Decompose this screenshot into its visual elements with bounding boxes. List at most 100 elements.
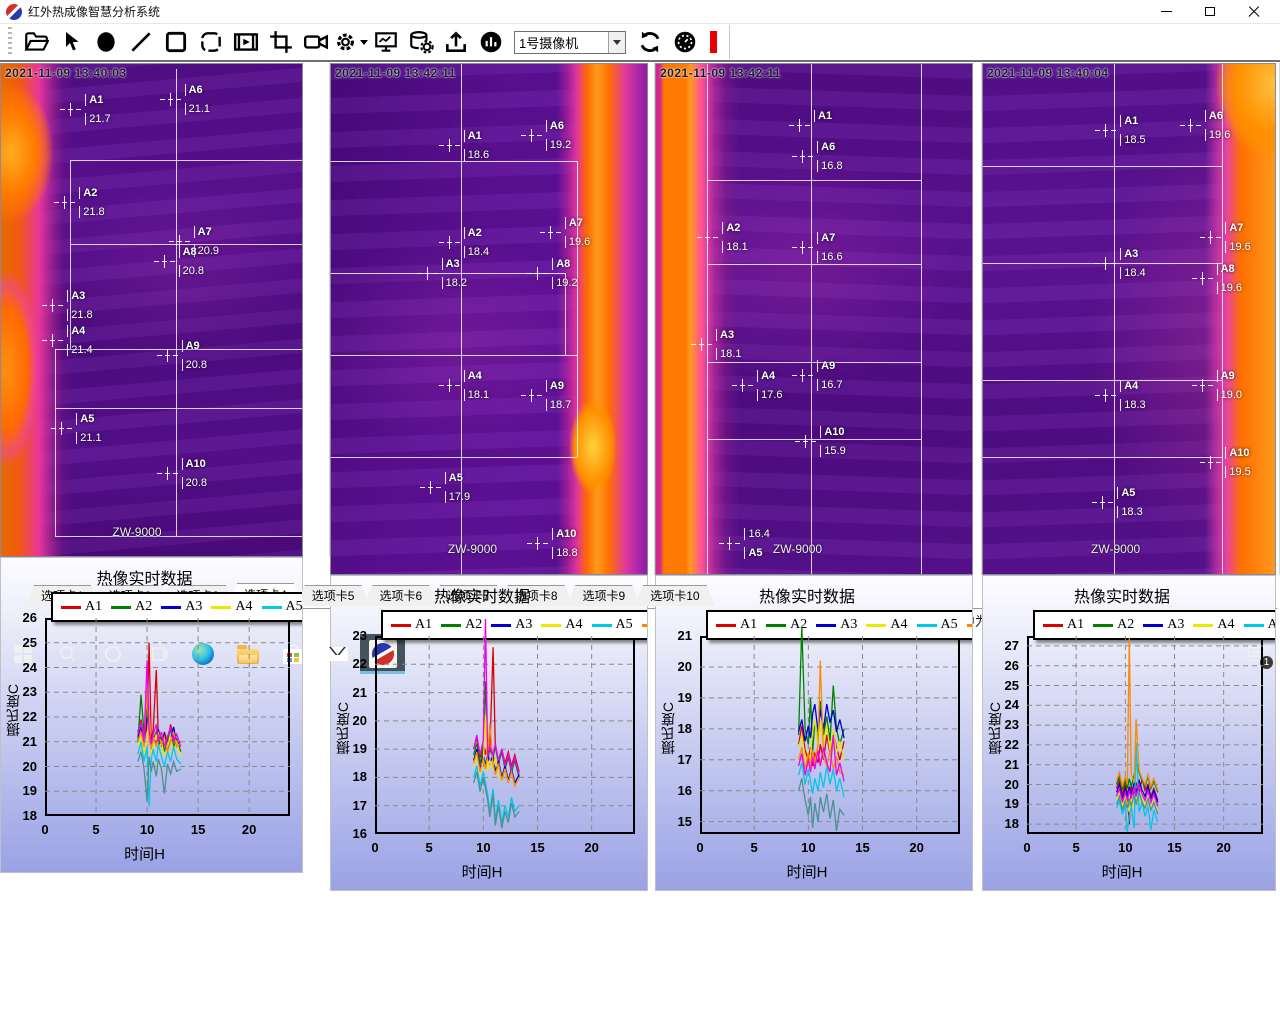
tab-选项卡10[interactable]: 选项卡10 (634, 585, 715, 606)
measure-point-A9[interactable]: A9 19.0 (1191, 370, 1242, 401)
measure-point-A10[interactable]: A10 15.9 (795, 426, 846, 458)
measure-region-line (70, 159, 72, 350)
database-config-button[interactable] (403, 25, 438, 59)
export-upload-button[interactable] (438, 25, 473, 59)
measure-point-A5[interactable]: A5 16.4 (719, 528, 770, 560)
measure-point-value: 16.8 (817, 159, 843, 172)
thermal-view-1[interactable]: 2021-11-09 13:40:03 ZW-9000 A1 21.7 A6 21.1… (0, 63, 303, 557)
legend-entry-A3: A3 (161, 599, 202, 615)
measure-point-A1[interactable]: A1 18.5 (1095, 115, 1146, 146)
camera-select[interactable]: 1号摄像机 (514, 30, 626, 54)
measure-point-A9[interactable]: A9 18.7 (520, 380, 571, 412)
chart-title: 热像实时数据 (1073, 589, 1170, 606)
statistics-ball-button[interactable] (473, 25, 508, 59)
measure-point-A7[interactable]: A7 19.6 (539, 217, 590, 248)
measure-point-A3[interactable]: A3 21.8 (42, 290, 93, 322)
measure-point-A3[interactable]: A3 18.1 (691, 329, 741, 361)
tab-选项卡8[interactable]: 选项卡8 (499, 585, 574, 606)
draw-ellipse-button[interactable] (88, 25, 123, 59)
y-tick: 17 (352, 797, 367, 813)
tab-选项卡9[interactable]: 选项卡9 (567, 585, 642, 606)
measure-point-A4[interactable]: A4 21.4 (42, 324, 93, 356)
measure-point-value: 18.4 (1120, 266, 1146, 279)
timer-button[interactable] (667, 25, 702, 59)
monitor-chart-button[interactable] (368, 25, 403, 59)
measure-point-A5[interactable]: A5 17.9 (419, 472, 470, 503)
tab-选项卡6[interactable]: 选项卡6 (363, 585, 438, 606)
measure-point-A10[interactable]: A10 19.5 (1200, 446, 1251, 478)
measure-point-A3[interactable]: A3 18.2 (416, 257, 467, 289)
crop-button[interactable] (263, 25, 298, 59)
video-play-button[interactable] (228, 25, 263, 59)
thermal-view-2[interactable]: 2021-11-09 13:42:11 ZW-9000 A1 18.6 A6 19.2… (330, 63, 648, 575)
measure-region-line (70, 243, 302, 245)
thermal-view-3[interactable]: 2021-11-09 13:42:11 ZW-9000 A1 A6 16.8 A2 18… (655, 63, 973, 575)
measure-point-A7[interactable]: A7 20.9 (168, 226, 219, 258)
timestamp-overlay: 2021-11-09 13:42:11 (660, 66, 781, 80)
x-tick: 10 (476, 840, 491, 855)
camera-select-dropdown[interactable] (608, 31, 625, 53)
cortana-button[interactable] (90, 634, 135, 674)
x-tick: 5 (92, 822, 100, 837)
measure-point-A2[interactable]: A2 21.8 (54, 187, 105, 218)
measure-point-A9[interactable]: A9 16.7 (792, 359, 843, 391)
legend-entry-A2: A2 (1093, 617, 1134, 633)
minimize-button[interactable] (1144, 0, 1188, 23)
measure-point-A4[interactable]: A4 18.1 (438, 370, 489, 401)
taskbar-search-button[interactable] (45, 634, 90, 674)
edge-browser-button[interactable] (180, 634, 225, 674)
x-tick: 15 (530, 840, 545, 855)
measure-point-A7[interactable]: A7 19.6 (1200, 222, 1251, 254)
draw-rounded-rect-button[interactable] (193, 25, 228, 59)
measure-point-value: 19.0 (1216, 389, 1242, 401)
measure-point-label: A5 (1117, 487, 1135, 500)
measure-point-label: A4 (757, 370, 775, 382)
thermal-view-4[interactable]: 2021-11-09 13:40:04 ZW-9000 A1 18.5 A6 19.6… (982, 63, 1276, 575)
measure-point-A5[interactable]: A5 18.3 (1092, 487, 1143, 519)
settings-gear-button[interactable] (333, 25, 368, 59)
measure-point-A8[interactable]: A8 19.2 (527, 257, 578, 289)
x-tick: 20 (241, 822, 257, 837)
measure-point-A8[interactable]: A8 20.8 (153, 246, 204, 278)
search-icon (59, 646, 76, 662)
measure-point-A6[interactable]: A6 16.8 (792, 140, 843, 172)
select-cursor-button[interactable] (53, 25, 88, 59)
measure-point-A2[interactable]: A2 18.1 (697, 222, 748, 254)
draw-rectangle-button[interactable] (158, 25, 193, 59)
start-button[interactable] (0, 634, 45, 674)
measure-point-A4[interactable]: A4 18.3 (1095, 380, 1146, 412)
thermal-app-taskbar-button[interactable] (360, 634, 405, 674)
mail-button[interactable] (315, 634, 360, 674)
measure-point-A6[interactable]: A6 19.6 (1179, 109, 1230, 141)
file-explorer-button[interactable] (225, 634, 270, 674)
maximize-button[interactable] (1188, 0, 1232, 23)
draw-line-button[interactable] (123, 25, 158, 59)
measure-point-A10[interactable]: A10 20.8 (156, 457, 207, 489)
measure-region-line (706, 361, 922, 363)
edge-icon (191, 643, 214, 665)
measure-point-A6[interactable]: A6 19.2 (520, 120, 571, 152)
measure-point-A2[interactable]: A2 18.4 (438, 227, 489, 259)
measure-point-A1[interactable]: A1 18.6 (438, 130, 489, 162)
open-file-button[interactable] (18, 25, 53, 59)
measure-point-A8[interactable]: A8 19.6 (1191, 262, 1242, 294)
measure-point-label: A2 (79, 187, 97, 199)
measure-point-A3[interactable]: A3 18.4 (1095, 247, 1146, 279)
chart-legend: A1 A2 A3 A4 A5 A6 (381, 610, 647, 640)
toolbar-drag-handle[interactable] (8, 27, 12, 57)
measure-point-A10[interactable]: A10 18.8 (527, 528, 578, 560)
close-button[interactable] (1232, 0, 1276, 23)
gear-dropdown-caret[interactable] (360, 39, 368, 45)
measure-point-A1[interactable]: A1 (789, 109, 832, 132)
measure-point-A5[interactable]: A5 21.1 (51, 413, 102, 445)
refresh-button[interactable] (632, 25, 667, 59)
measure-point-A1[interactable]: A1 21.7 (60, 93, 111, 125)
video-camera-button[interactable] (298, 25, 333, 59)
tab-选项卡7[interactable]: 选项卡7 (431, 585, 506, 606)
measure-region-line (577, 160, 579, 457)
measure-point-A4[interactable]: A4 17.6 (732, 370, 783, 401)
measure-point-A9[interactable]: A9 20.8 (156, 339, 207, 371)
tab-选项卡5[interactable]: 选项卡5 (296, 585, 371, 606)
measure-point-A7[interactable]: A7 16.6 (792, 232, 843, 264)
measure-point-A6[interactable]: A6 21.1 (159, 83, 210, 115)
